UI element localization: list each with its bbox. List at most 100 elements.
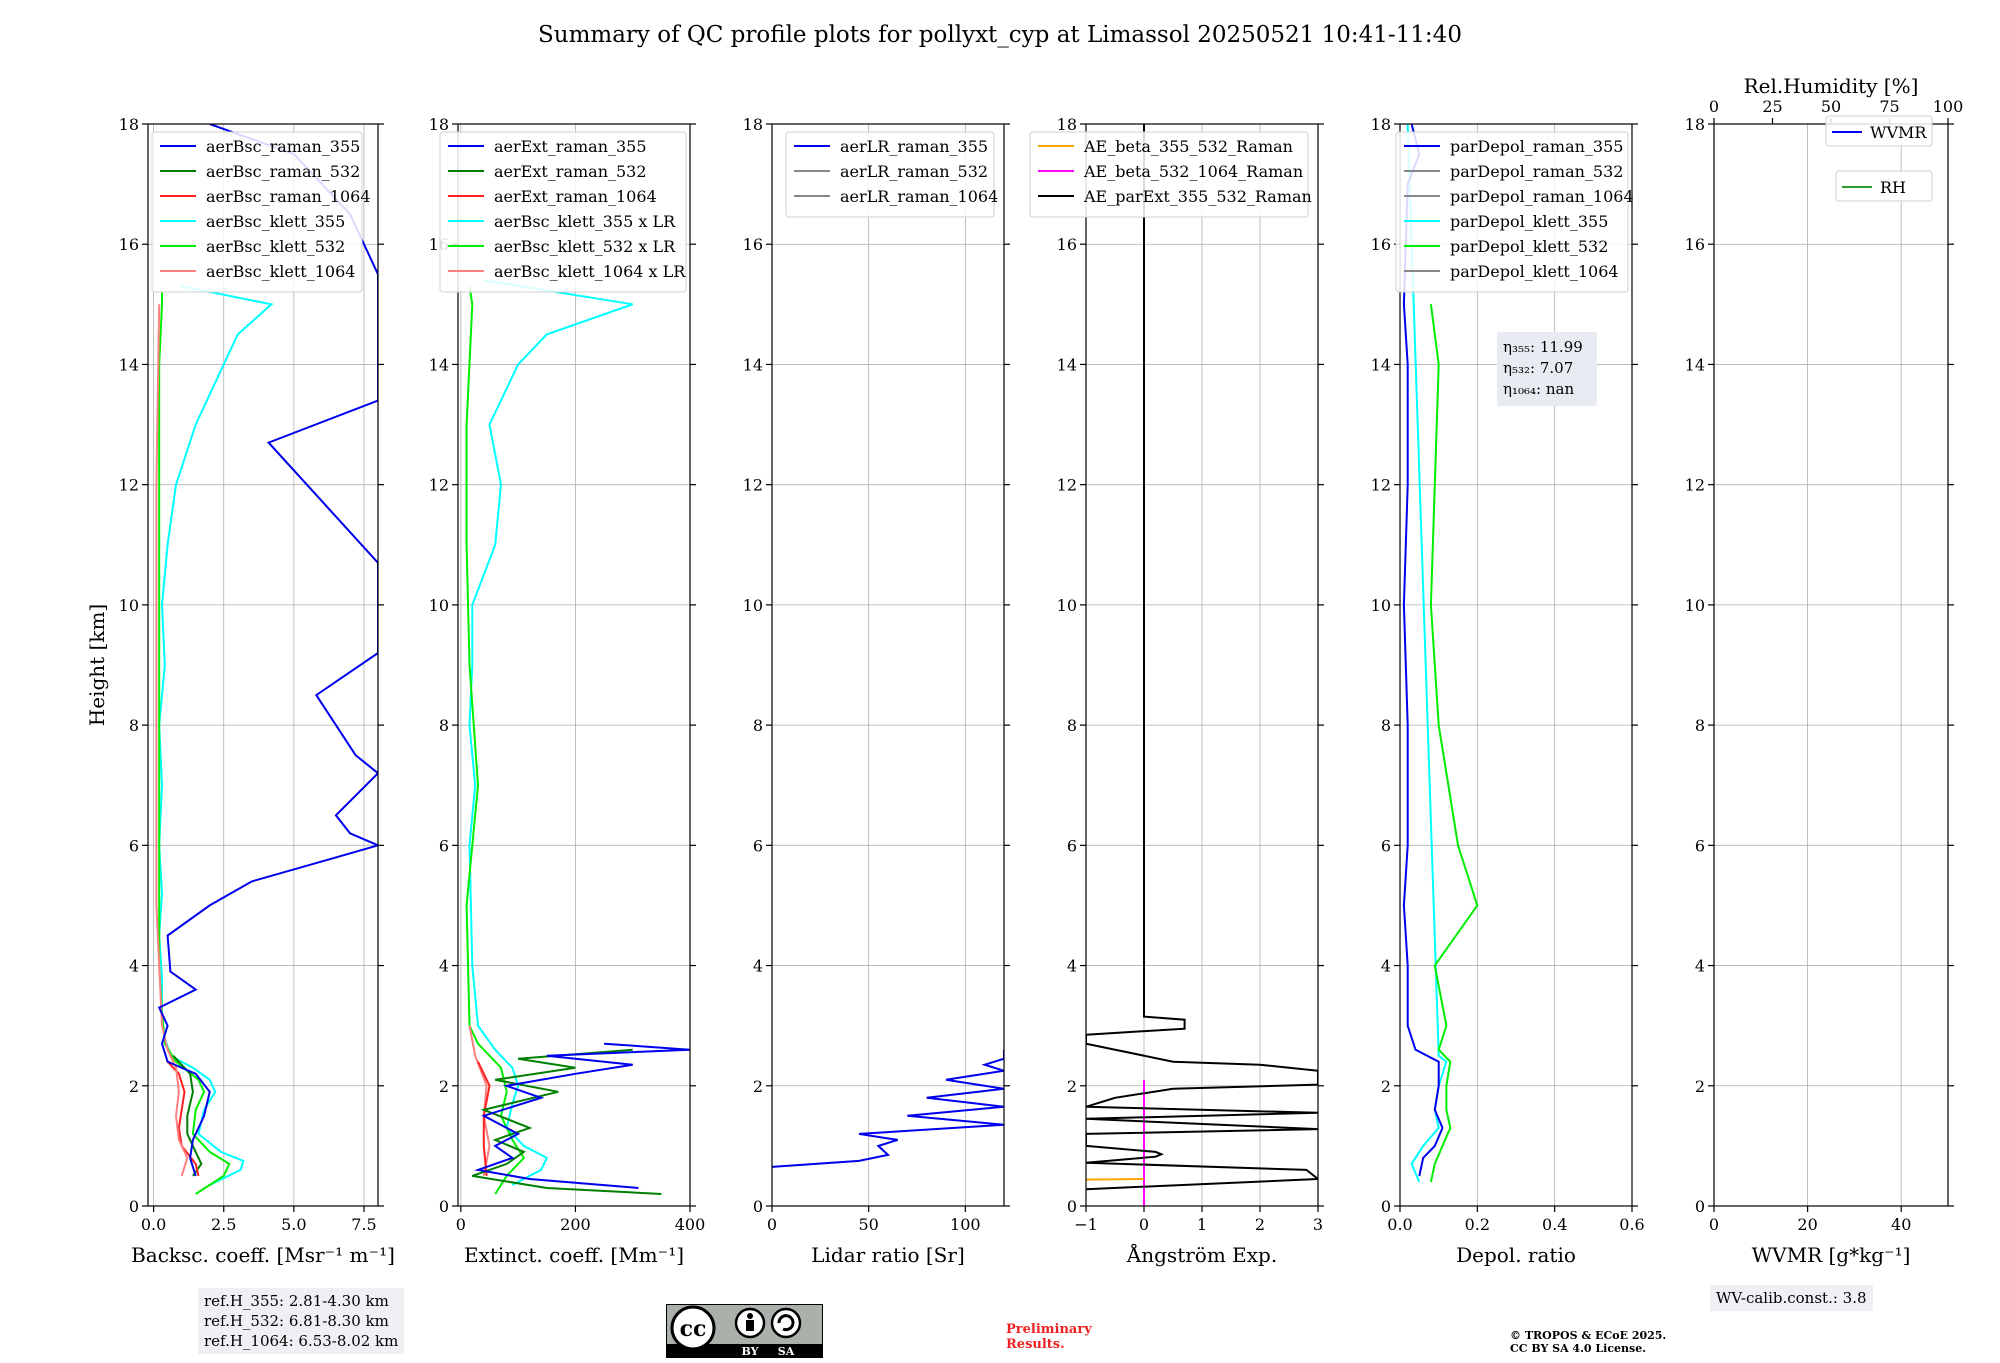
- y-tick-label: 6: [439, 836, 449, 855]
- x-tick-label: 100: [950, 1215, 981, 1234]
- x-tick-label: 20: [1797, 1215, 1817, 1234]
- x-tick-label: 0: [767, 1215, 777, 1234]
- y-tick-label: 8: [1067, 716, 1077, 735]
- legend-frame: [1835, 170, 1933, 202]
- legend-frame: [1825, 115, 1933, 147]
- series-group: [1402, 124, 1479, 1183]
- y-tick-label: 4: [129, 957, 139, 976]
- series-line-aerBsc_klett_355: [158, 285, 274, 1186]
- series-line-aerBsc_klett_1064 x LR: [468, 1025, 491, 1177]
- legend-entry-aerBsc_klett_355 x LR: aerBsc_klett_355 x LR: [494, 212, 676, 231]
- y-tick-label: 0: [1067, 1197, 1077, 1216]
- plot-frame: [457, 123, 691, 1207]
- y-tick-label: 10: [119, 596, 139, 615]
- legend-entry-aerExt_raman_1064: aerExt_raman_1064: [494, 187, 657, 206]
- y-tick-label: 8: [129, 716, 139, 735]
- x-tick-label: 50: [858, 1215, 878, 1234]
- legend: parDepol_raman_355 parDepol_raman_532 parD…: [1395, 131, 1634, 293]
- copyright-line-2: CC BY SA 4.0 License.: [1510, 1342, 1647, 1355]
- preliminary-note: Preliminary Results.: [1006, 1322, 1092, 1352]
- y-tick-label: 0: [129, 1197, 139, 1216]
- top-x-tick-label: 0: [1709, 97, 1719, 116]
- top-x-tick-label: 75: [1879, 97, 1899, 116]
- y-tick-label: 10: [1685, 596, 1705, 615]
- y-tick-label: 10: [1057, 596, 1077, 615]
- x-tick-label: 2.5: [211, 1215, 236, 1234]
- y-tick-label: 14: [743, 355, 763, 374]
- y-tick-label: 4: [1695, 957, 1705, 976]
- y-tick-label: 16: [1371, 235, 1391, 254]
- top-axis-label: Rel.Humidity [%]: [1744, 74, 1919, 98]
- y-tick-label: 6: [1067, 836, 1077, 855]
- y-tick-label: 0: [753, 1197, 763, 1216]
- series-group: [1086, 124, 1318, 1206]
- wv-calibration-text: WV-calib.const.: 3.8: [1716, 1289, 1867, 1307]
- legend-frame: [1029, 131, 1309, 218]
- y-tick-label: 0: [439, 1197, 449, 1216]
- y-tick-label: 18: [1371, 115, 1391, 134]
- y-tick-label: 4: [1381, 957, 1391, 976]
- x-tick-label: 400: [675, 1215, 706, 1234]
- eta-line: η₁₀₆₄: nan: [1503, 380, 1574, 398]
- legend-entry-AE_beta_532_1064_Raman: AE_beta_532_1064_Raman: [1083, 162, 1303, 181]
- top-x-tick-label: 50: [1821, 97, 1841, 116]
- cc-license-badge: cc BY SA: [666, 1304, 826, 1359]
- y-tick-label: 8: [1695, 716, 1705, 735]
- legend-frame: [439, 131, 687, 293]
- copyright-line-1: © TROPOS & ECoE 2025.: [1510, 1329, 1667, 1342]
- cc-logo-text: cc: [680, 1316, 707, 1342]
- legend-entry-AE_parExt_355_532_Raman: AE_parExt_355_532_Raman: [1083, 187, 1312, 206]
- legend-entry-parDepol_klett_355: parDepol_klett_355: [1450, 212, 1608, 231]
- plot-frame: [771, 123, 1005, 1207]
- series-line-parDepol_klett_532: [1429, 304, 1479, 1183]
- y-tick-label: 6: [129, 836, 139, 855]
- annotation-frame: [1497, 332, 1597, 406]
- y-axis-label: Height [km]: [85, 604, 109, 726]
- legend: aerLR_raman_355 aerLR_raman_532 aerLR_rama…: [785, 131, 998, 218]
- legend-entry-aerBsc_klett_1064: aerBsc_klett_1064: [206, 262, 355, 281]
- panel-lr: 0 2 4 6 8 10 12 14 16 18 0 50 100 Lidar ratio [Sr] aer…: [743, 115, 1010, 1267]
- y-tick-label: 0: [1381, 1197, 1391, 1216]
- top-x-tick-label: 25: [1762, 97, 1782, 116]
- y-tick-label: 12: [1371, 476, 1391, 495]
- legend-entry-aerLR_raman_1064: aerLR_raman_1064: [840, 187, 998, 206]
- figure-title: Summary of QC profile plots for pollyxt_…: [538, 22, 1462, 48]
- series-line-aerExt_raman_532: [471, 1048, 662, 1195]
- legend-frame: [151, 131, 363, 293]
- y-tick-label: 12: [429, 476, 449, 495]
- y-tick-label: 10: [1371, 596, 1391, 615]
- y-tick-label: 2: [753, 1077, 763, 1096]
- y-tick-label: 2: [1695, 1077, 1705, 1096]
- x-tick-label: 0.0: [141, 1215, 166, 1234]
- series-group: [772, 1049, 1004, 1168]
- y-tick-label: 6: [1695, 836, 1705, 855]
- x-tick-label: 2: [1255, 1215, 1265, 1234]
- y-tick-label: 4: [439, 957, 449, 976]
- plot-frame: [1399, 123, 1633, 1207]
- eta-line: η₅₃₂: 7.07: [1503, 359, 1573, 377]
- series-line-aerBsc_klett_355 x LR: [468, 279, 634, 1186]
- preliminary-line-2: Results.: [1006, 1337, 1065, 1352]
- x-tick-label: 7.5: [351, 1215, 376, 1234]
- y-tick-label: 10: [743, 596, 763, 615]
- x-tick-label: 0.2: [1465, 1215, 1490, 1234]
- y-tick-label: 0: [1695, 1197, 1705, 1216]
- legend-entry-aerExt_raman_532: aerExt_raman_532: [494, 162, 647, 181]
- legend-entry-parDepol_klett_532: parDepol_klett_532: [1450, 237, 1608, 256]
- legend: aerBsc_raman_355 aerBsc_raman_532 aerBsc_r…: [151, 131, 371, 293]
- x-axis-label: Lidar ratio [Sr]: [811, 1243, 965, 1267]
- y-tick-label: 14: [119, 355, 139, 374]
- y-tick-label: 16: [119, 235, 139, 254]
- share-alike-icon: [770, 1307, 802, 1339]
- y-tick-label: 8: [1381, 716, 1391, 735]
- x-tick-label: 0: [456, 1215, 466, 1234]
- by-label: BY: [742, 1345, 759, 1358]
- panel-depol: 0 2 4 6 8 10 12 14 16 18 0.0 0.2 0.4 0.6 Depol. ratio p…: [1371, 115, 1645, 1267]
- x-tick-label: 0.6: [1619, 1215, 1644, 1234]
- series-line-aerBsc_raman_355: [157, 124, 378, 1177]
- x-axis-label: Ångström Exp.: [1126, 1242, 1277, 1267]
- series-line-aerBsc_raman_532: [172, 1055, 203, 1177]
- y-tick-label: 2: [129, 1077, 139, 1096]
